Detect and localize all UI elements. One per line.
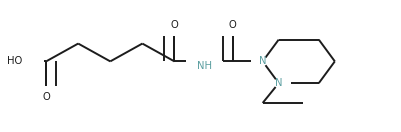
- Text: HO: HO: [7, 56, 22, 66]
- Text: O: O: [42, 92, 50, 102]
- Text: O: O: [170, 20, 178, 30]
- Text: O: O: [229, 20, 237, 30]
- Text: NH: NH: [197, 61, 212, 71]
- Text: N: N: [275, 78, 282, 88]
- Text: N: N: [259, 56, 266, 66]
